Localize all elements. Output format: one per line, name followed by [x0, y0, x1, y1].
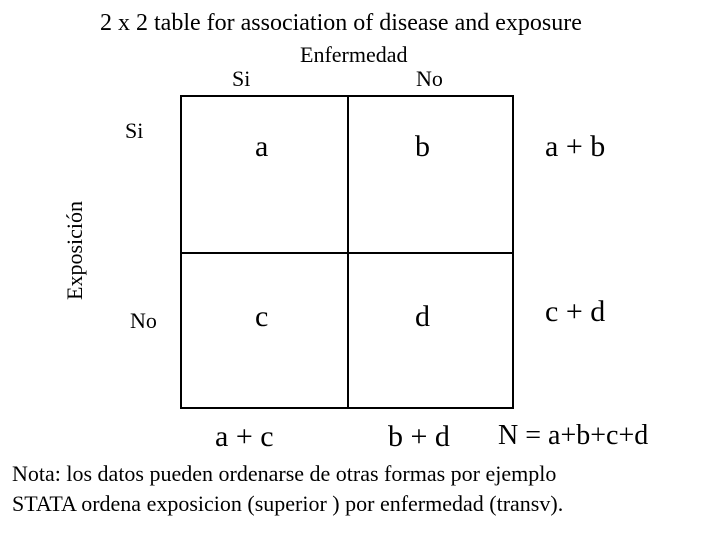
grand-total: N = a+b+c+d: [498, 420, 648, 452]
cell-d: d: [415, 300, 430, 334]
row2-total: c + d: [545, 295, 605, 329]
row-group-label: Exposición: [62, 201, 88, 300]
row-header-no: No: [130, 308, 157, 334]
column-header-yes: Si: [232, 66, 250, 92]
row-header-yes: Si: [125, 118, 143, 144]
column-group-label: Enfermedad: [300, 42, 408, 68]
row1-total: a + b: [545, 130, 605, 164]
column-header-no: No: [416, 66, 443, 92]
cell-a: a: [255, 130, 268, 164]
cell-b: b: [415, 130, 430, 164]
col2-total: b + d: [388, 420, 450, 454]
footnote-line1: Nota: los datos pueden ordenarse de otra…: [12, 460, 556, 488]
page-title: 2 x 2 table for association of disease a…: [100, 10, 582, 37]
cell-c: c: [255, 300, 268, 334]
footnote-line2: STATA ordena exposicion (superior ) por …: [12, 490, 563, 518]
contingency-grid: [180, 95, 514, 409]
col1-total: a + c: [215, 420, 274, 454]
grid-horizontal-divider: [182, 252, 512, 254]
